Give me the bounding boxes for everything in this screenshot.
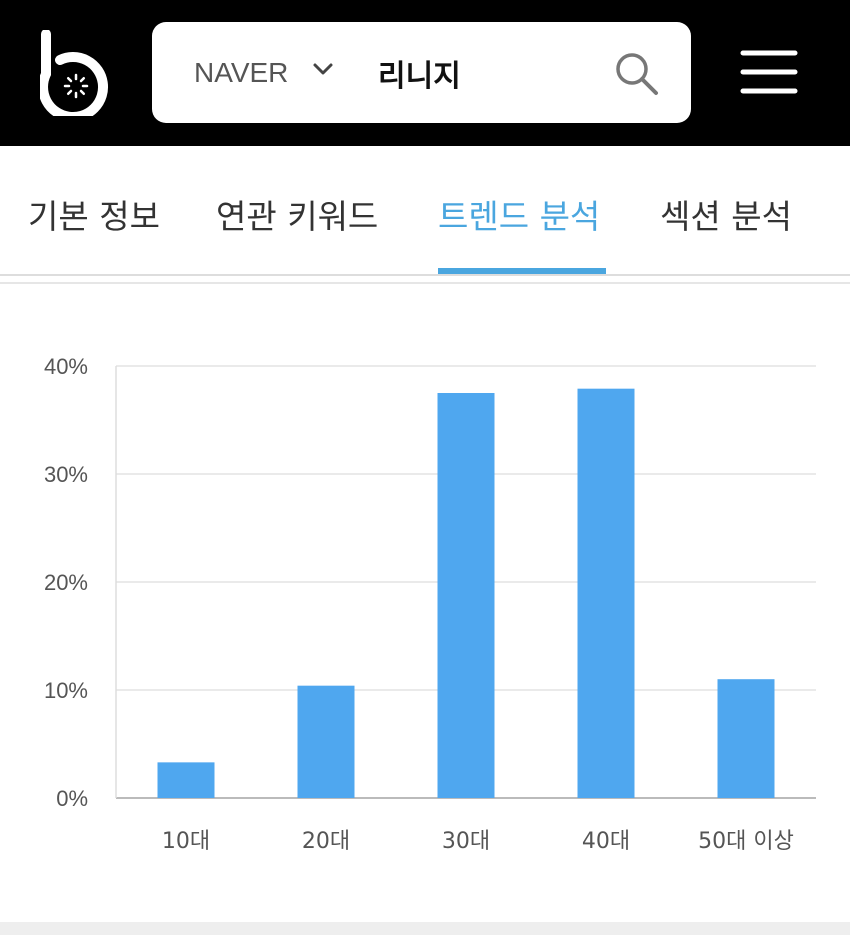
section-divider <box>0 282 850 284</box>
bar-5[interactable] <box>717 679 775 798</box>
bar-2[interactable] <box>297 685 355 798</box>
search-input[interactable]: 리니지 <box>378 58 461 94</box>
search-engine-selector[interactable]: NAVER <box>194 56 289 88</box>
tab-bar: 기본 정보 연관 키워드 트렌드 분석 섹션 분석 <box>0 146 850 276</box>
bar-chart-svg: 0% 10% 20% 30% 40% 10대 20대 30대 40대 50대 이상 <box>44 354 816 854</box>
bar-4[interactable] <box>577 388 635 798</box>
app-header: NAVER 리니지 <box>0 0 850 146</box>
y-tick-label: 10% <box>44 678 88 703</box>
tab-basic-info[interactable]: 기본 정보 <box>28 197 160 236</box>
x-tick-label: 30대 <box>442 829 490 854</box>
bar-3[interactable] <box>437 393 495 798</box>
x-tick-label: 50대 이상 <box>698 829 794 854</box>
y-tick-label: 0% <box>56 786 88 811</box>
tab-section-analysis[interactable]: 섹션 분석 <box>660 197 792 236</box>
x-tick-label: 40대 <box>582 829 630 854</box>
x-tick-label: 20대 <box>302 829 350 854</box>
footer-band <box>0 922 850 935</box>
bar-1[interactable] <box>157 762 215 798</box>
y-tick-label: 20% <box>44 570 88 595</box>
active-tab-indicator <box>438 268 606 274</box>
x-tick-label: 10대 <box>162 829 210 854</box>
b-logo-icon[interactable] <box>40 30 112 116</box>
search-icon[interactable] <box>612 49 660 97</box>
tab-divider <box>0 274 850 276</box>
search-bar[interactable]: NAVER 리니지 <box>152 22 691 123</box>
age-distribution-chart: 0% 10% 20% 30% 40% 10대 20대 30대 40대 50대 이상 <box>0 290 850 920</box>
y-tick-label: 40% <box>44 354 88 379</box>
tab-related-keywords[interactable]: 연관 키워드 <box>216 197 379 236</box>
hamburger-menu-icon[interactable] <box>740 48 798 98</box>
chevron-down-icon[interactable] <box>312 61 334 77</box>
tab-trend-analysis[interactable]: 트렌드 분석 <box>438 197 601 236</box>
y-tick-label: 30% <box>44 462 88 487</box>
